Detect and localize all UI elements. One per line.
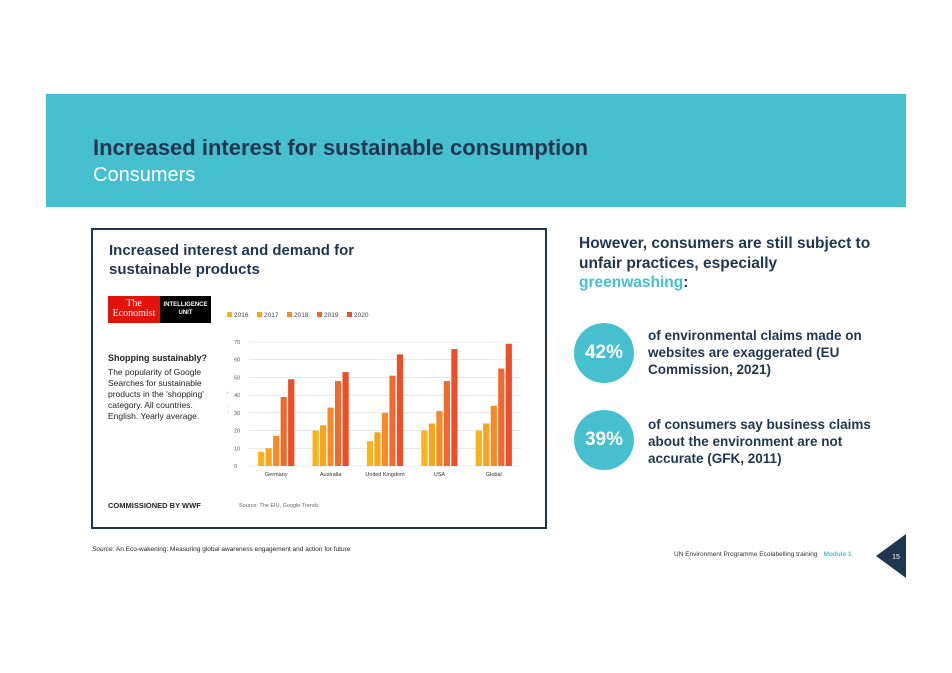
bar-australia-2019 xyxy=(335,380,342,466)
page-number-badge: 15 xyxy=(876,534,906,578)
y-tick-label: 30 xyxy=(234,411,240,417)
y-tick-label: 20 xyxy=(234,429,240,435)
y-tick-label: 70 xyxy=(234,340,240,346)
y-tick-label: 50 xyxy=(234,375,240,381)
legend-swatch-2016 xyxy=(227,312,232,317)
footer-module: Module 1 xyxy=(823,551,852,558)
y-tick-label: 40 xyxy=(234,393,240,399)
x-tick-label: Australia xyxy=(320,472,342,478)
bar-germany-2016 xyxy=(258,451,265,466)
legend-label-2016: 2016 xyxy=(234,312,249,319)
bar-germany-2018 xyxy=(273,435,280,466)
bar-united-kingdom-2019 xyxy=(389,375,396,466)
commissioned-by: COMMISSIONED BY WWF xyxy=(108,501,201,510)
bar-usa-2017 xyxy=(428,423,435,466)
greenwashing-highlight: greenwashing xyxy=(579,274,684,291)
bar-germany-2020 xyxy=(288,379,295,466)
source-note: Source: An Eco-wakening: Measuring globa… xyxy=(92,546,350,553)
bar-chart: 2016 2017 2018 2019 2020 0 10 20 30 40 50 60 70 Relat… xyxy=(227,312,521,478)
bar-united-kingdom-2020 xyxy=(396,354,404,466)
x-tick-label: USA xyxy=(434,472,446,478)
legend-label-2019: 2019 xyxy=(324,312,339,319)
page-number: 15 xyxy=(892,554,900,561)
bar-australia-2020 xyxy=(342,372,349,466)
bar-global-2019 xyxy=(498,368,505,466)
bar-united-kingdom-2017 xyxy=(374,432,381,466)
chart-description: The popularity of Google Searches for su… xyxy=(108,367,204,421)
footer: UN Environment Programme Ecolabelling tr… xyxy=(674,551,852,558)
bar-germany-2019 xyxy=(280,396,287,466)
x-tick-label: Germany xyxy=(265,472,288,478)
card-heading: Increased interest and demand for sustai… xyxy=(109,242,355,278)
bar-australia-2016 xyxy=(312,430,319,466)
footer-program: UN Environment Programme Ecolabelling tr… xyxy=(674,551,818,558)
source-label: Source: xyxy=(92,546,115,553)
bar-united-kingdom-2018 xyxy=(381,412,389,466)
economist-logo-unit: INTELLIGENCE UNIT xyxy=(160,296,211,323)
economist-logo: The Economist INTELLIGENCE UNIT xyxy=(108,296,211,323)
legend-label-2018: 2018 xyxy=(294,312,309,319)
bar-global-2020 xyxy=(505,343,512,466)
y-tick-label: 0 xyxy=(234,464,237,470)
bar-usa-2020 xyxy=(451,349,458,466)
legend-swatch-2019 xyxy=(317,312,322,317)
source-text: An Eco-wakening: Measuring global awaren… xyxy=(114,546,351,553)
legend-swatch-2017 xyxy=(257,312,262,317)
stat-circle-2: 39% xyxy=(574,410,634,470)
legend-label-2020: 2020 xyxy=(354,312,369,319)
bar-global-2016 xyxy=(475,430,482,466)
x-tick-label: Global xyxy=(486,472,502,478)
stat-circle-1: 42% xyxy=(574,323,634,383)
right-heading: However, consumers are still subject to … xyxy=(579,234,879,293)
x-tick-label: United Kingdom xyxy=(365,472,405,478)
page-title: Increased interest for sustainable consu… xyxy=(93,135,589,160)
y-axis-label: Relative popularity score xyxy=(227,376,229,431)
stat-text-2: of consumers say business claims about t… xyxy=(648,417,871,466)
right-heading-colon: : xyxy=(683,274,689,291)
y-tick-label: 10 xyxy=(234,446,240,452)
bar-australia-2017 xyxy=(320,425,327,466)
economist-logo-brand: The Economist xyxy=(108,296,160,323)
legend-swatch-2018 xyxy=(287,312,292,317)
y-tick-label: 60 xyxy=(234,358,240,364)
bar-usa-2016 xyxy=(421,430,428,466)
header-banner: Increased interest for sustainable consu… xyxy=(46,94,906,207)
chart-source: Source: The EIU, Google Trends xyxy=(239,503,319,509)
infographic-card: Increased interest and demand for sustai… xyxy=(91,228,547,529)
bar-usa-2019 xyxy=(443,380,450,466)
bar-germany-2017 xyxy=(265,448,272,466)
bar-usa-2018 xyxy=(436,411,443,466)
bar-global-2017 xyxy=(483,423,490,466)
legend-swatch-2020 xyxy=(347,312,352,317)
bar-united-kingdom-2016 xyxy=(366,441,374,466)
page-subtitle: Consumers xyxy=(93,164,196,186)
chart-description-title: Shopping sustainably? xyxy=(108,353,208,363)
bar-global-2018 xyxy=(490,405,497,466)
legend-label-2017: 2017 xyxy=(264,312,279,319)
stat-text-1: of environmental claims made on websites… xyxy=(648,328,862,377)
bar-australia-2018 xyxy=(327,407,334,466)
right-heading-text: However, consumers are still subject to … xyxy=(579,235,871,272)
